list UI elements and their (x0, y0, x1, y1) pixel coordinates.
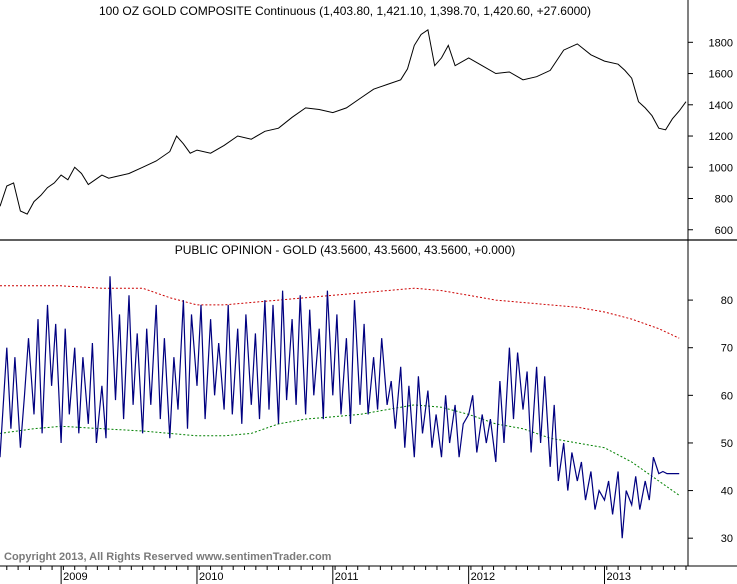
gold-y-tick-label: 600 (715, 225, 733, 237)
opinion-y-tick-label: 30 (721, 533, 733, 545)
x-tick-label: 2009 (63, 571, 87, 583)
opinion-y-tick-label: 60 (721, 390, 733, 402)
opinion-y-tick-label: 70 (721, 343, 733, 355)
opinion-y-axis: 30 40 50 60 70 80 (688, 295, 733, 545)
x-axis: 2009 2010 2011 2012 2013 (6, 566, 687, 584)
gold-y-tick-label: 1800 (709, 37, 733, 49)
lower-band-line (0, 404, 680, 496)
gold-y-tick-label: 1200 (709, 131, 733, 143)
opinion-y-tick-label: 40 (721, 486, 733, 498)
gold-y-tick-label: 1600 (709, 69, 733, 81)
x-tick-label: 2010 (199, 571, 223, 583)
x-tick-label: 2012 (471, 571, 495, 583)
gold-y-tick-label: 800 (715, 194, 733, 206)
opinion-y-tick-label: 50 (721, 438, 733, 450)
copyright-text: Copyright 2013, All Rights Reserved www.… (4, 551, 332, 563)
x-tick-label: 2011 (335, 571, 359, 583)
gold-y-tick-label: 1000 (709, 162, 733, 174)
chart-frame (0, 0, 737, 567)
x-tick-label: 2013 (606, 571, 630, 583)
public-opinion-line (0, 276, 680, 539)
opinion-chart-title: PUBLIC OPINION - GOLD (43.5600, 43.5600,… (175, 243, 516, 257)
gold-chart-title: 100 OZ GOLD COMPOSITE Continuous (1,403.… (99, 4, 591, 18)
gold-y-axis: 600 800 1000 1200 1400 1600 1800 (688, 37, 733, 237)
opinion-y-tick-label: 80 (721, 295, 733, 307)
gold-y-tick-label: 1400 (709, 100, 733, 112)
upper-band-line (0, 285, 680, 339)
gold-price-line (0, 28, 687, 215)
